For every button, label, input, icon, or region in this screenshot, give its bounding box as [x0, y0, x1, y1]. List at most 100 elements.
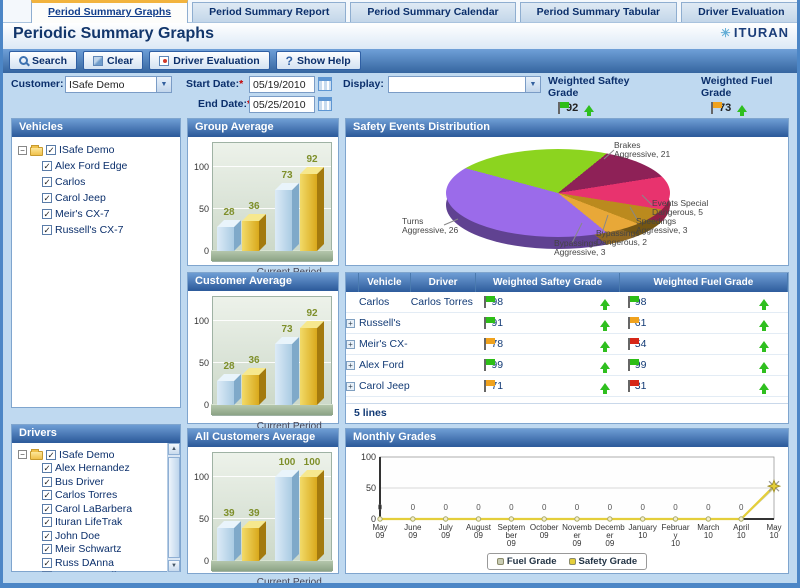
tree-item-carol-labarbera[interactable]: ✓ Carol LaBarbera [18, 502, 162, 516]
tab-period-summary-graphs[interactable]: Period Summary Graphs [31, 0, 189, 23]
help-icon: ? [285, 53, 294, 68]
bar-side [292, 337, 299, 405]
bar-plot: 0 50 100 28 36 73 92 [194, 296, 333, 416]
bar-safety-grade [242, 367, 267, 405]
table-row[interactable]: + Russell's 91 61 [346, 313, 788, 334]
safety-grade-cell: 99 [476, 355, 591, 375]
end-date-input[interactable] [249, 96, 315, 113]
legend-safety-grade: Safety Grade [568, 556, 637, 567]
start-date-calendar-icon[interactable] [318, 77, 332, 91]
content-area: Vehicles − ✓ ISafe Demo ✓ Alex Ford Edge ✓ Car… [3, 117, 797, 583]
pie-surface[interactable] [446, 149, 670, 237]
tab-period-summary-calendar[interactable]: Period Summary Calendar [350, 2, 516, 22]
checkbox-checked-icon[interactable]: ✓ [42, 463, 52, 474]
tree-item-support-staff[interactable]: ✓Support Staff [18, 570, 162, 572]
tree-item-john-doe[interactable]: ✓ John Doe [18, 529, 162, 543]
checkbox-checked-icon[interactable]: ✓ [42, 193, 52, 203]
collapse-icon[interactable]: − [18, 450, 27, 460]
end-date-label: End Date:* [198, 98, 251, 110]
checkbox-checked-icon[interactable]: ✓ [42, 161, 52, 171]
checkbox-checked-icon[interactable]: ✓ [42, 571, 52, 572]
svg-text:0: 0 [411, 503, 416, 512]
tree-item-bus-driver[interactable]: ✓ Bus Driver [18, 475, 162, 489]
bar-fuel-grade [275, 336, 300, 405]
checkbox-checked-icon[interactable]: ✓ [42, 177, 52, 187]
legend-fuel-grade: Fuel Grade [496, 556, 557, 567]
column-header-driver: Driver [411, 273, 477, 292]
gridline [213, 476, 331, 477]
search-button[interactable]: Search [9, 51, 78, 70]
checkbox-checked-icon[interactable]: ✓ [42, 557, 52, 568]
display-select[interactable]: ▼ [388, 76, 541, 93]
tree-item-alex-hernandez[interactable]: ✓ Alex Hernandez [18, 462, 162, 476]
tree-item-meir-schwartz[interactable]: ✓ Meir Schwartz [18, 543, 162, 557]
expand-cell: + [346, 376, 359, 396]
driver-evaluation-button[interactable]: Driver Evaluation [149, 51, 270, 70]
display-label: Display: [343, 78, 384, 90]
table-row[interactable]: + Meir's CX- 78 54 [346, 334, 788, 355]
customer-select[interactable]: ISafe Demo ▼ [65, 76, 172, 93]
tab-period-summary-tabular[interactable]: Period Summary Tabular [519, 2, 678, 22]
checkbox-checked-icon[interactable]: ✓ [46, 449, 56, 460]
vehicles-tree: − ✓ ISafe Demo ✓ Alex Ford Edge ✓ Carlos ✓ Carol… [12, 137, 180, 238]
checkbox-checked-icon[interactable]: ✓ [42, 225, 52, 235]
expand-row-icon[interactable]: + [346, 360, 355, 370]
safety-grade-cell: 71 [476, 376, 591, 396]
table-row[interactable]: + Carol Jeep 71 31 [346, 376, 788, 397]
table-row[interactable]: + Alex Ford 99 99 [346, 355, 788, 376]
tree-item-carol-jeep[interactable]: ✓ Carol Jeep [18, 190, 178, 206]
svg-text:0: 0 [476, 503, 481, 512]
orange-flag-icon [484, 380, 496, 392]
collapse-icon[interactable]: − [18, 145, 27, 155]
fuel-grade-cell: 99 [620, 355, 739, 375]
scrollbar-thumb[interactable] [168, 457, 180, 558]
y-tick-label: 50 [198, 514, 209, 524]
checkbox-checked-icon[interactable]: ✓ [42, 530, 52, 541]
tree-item-alex-ford-edge[interactable]: ✓ Alex Ford Edge [18, 158, 178, 174]
checkbox-checked-icon[interactable]: ✓ [42, 503, 52, 514]
svg-text:0: 0 [673, 503, 678, 512]
trend-up-icon [758, 298, 769, 310]
checkbox-checked-icon[interactable]: ✓ [42, 517, 52, 528]
scroll-down-icon[interactable]: ▼ [168, 560, 180, 572]
tree-item-meir-s-cx-7[interactable]: ✓ Meir's CX-7 [18, 206, 178, 222]
checkbox-checked-icon[interactable]: ✓ [42, 476, 52, 487]
safety-grade-cell: 98 [476, 292, 591, 312]
tab-period-summary-report[interactable]: Period Summary Report [192, 2, 347, 22]
checkbox-checked-icon[interactable]: ✓ [42, 209, 52, 219]
drivers-scrollbar[interactable]: ▲ ▼ [167, 443, 180, 572]
tree-item-carlos[interactable]: ✓ Carlos [18, 174, 178, 190]
scroll-up-icon[interactable]: ▲ [168, 443, 180, 455]
tree-item-label: Meir Schwartz [55, 543, 122, 556]
end-date-calendar-icon[interactable] [318, 97, 332, 111]
checkbox-checked-icon[interactable]: ✓ [42, 490, 52, 501]
tree-item-label: Russell's CX-7 [55, 224, 124, 236]
pie-label-speedings-aggressive: Speedings Aggressive, 3 [636, 216, 688, 235]
bar-value-label: 36 [248, 355, 260, 366]
vehicle-cell: Carlos [358, 296, 390, 308]
checkbox-checked-icon[interactable]: ✓ [42, 544, 52, 555]
checkbox-checked-icon[interactable]: ✓ [46, 145, 56, 155]
safety-grade-value: 91 [491, 317, 504, 329]
start-date-input[interactable] [249, 76, 315, 93]
table-row-count: 5 lines [346, 403, 788, 423]
tree-item-russell-s-cx-7[interactable]: ✓ Russell's CX-7 [18, 222, 178, 238]
bar-side [317, 470, 324, 561]
fuel-grade-value: 54 [634, 338, 647, 350]
safety-grade-value: 99 [491, 359, 504, 371]
expand-row-icon[interactable]: + [346, 339, 355, 349]
tree-item-ituran-lifetrak[interactable]: ✓ Ituran LifeTrak [18, 516, 162, 530]
tree-item-carlos-torres[interactable]: ✓ Carlos Torres [18, 489, 162, 503]
show-help-button[interactable]: ? Show Help [275, 51, 361, 70]
tab-driver-evaluation[interactable]: Driver Evaluation [681, 2, 797, 22]
expand-row-icon[interactable]: + [346, 381, 355, 391]
sun-icon: ☀ [720, 26, 732, 40]
tree-item-russ-danna[interactable]: ✓ Russ DAnna [18, 556, 162, 570]
expand-row-icon[interactable]: + [346, 318, 355, 328]
y-tick-label: 0 [203, 400, 209, 410]
bar-side [317, 321, 324, 405]
table-row[interactable]: Carlos Carlos Torres 98 98 [346, 292, 788, 313]
clear-button[interactable]: Clear [83, 51, 144, 70]
